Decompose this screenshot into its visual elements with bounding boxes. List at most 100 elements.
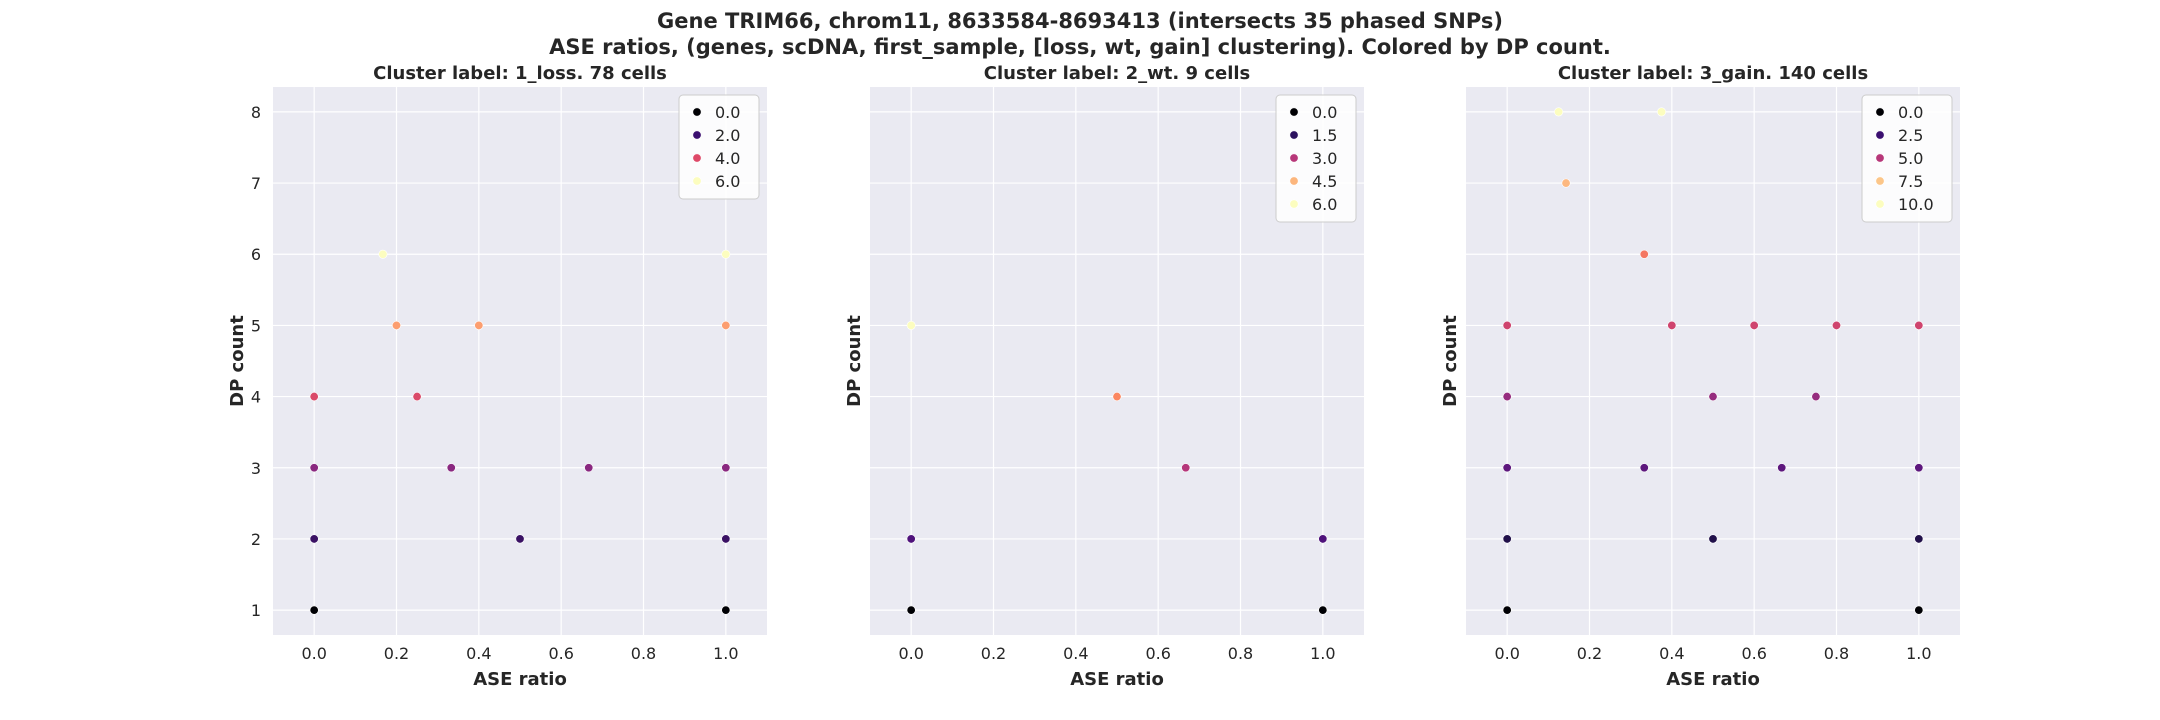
data-point (1318, 534, 1328, 544)
x-tick-label: 0.0 (898, 644, 923, 663)
legend-label: 4.0 (715, 149, 740, 168)
x-tick-label: 1.0 (1310, 644, 1335, 663)
legend-label: 0.0 (1312, 103, 1337, 122)
panel-title: Cluster label: 3_gain. 140 cells (1558, 63, 1868, 84)
x-axis-label: ASE ratio (1070, 669, 1164, 690)
figure-title: Gene TRIM66, chrom11, 8633584-8693413 (i… (0, 8, 2160, 60)
x-tick-label: 0.4 (1659, 644, 1684, 663)
x-tick-label: 0.0 (1494, 644, 1519, 663)
legend-label: 2.5 (1898, 126, 1923, 145)
data-point (1554, 107, 1564, 117)
data-point (1112, 392, 1122, 402)
scatter-panel-3: 0.0 0.2 0.4 0.6 0.8 1.0 Cluster label: 3_gain.… (1440, 63, 1960, 690)
figure-title-line-2: ASE ratios, (genes, scDNA, first_sample,… (549, 35, 1611, 59)
x-tick-label: 0.2 (384, 644, 409, 663)
data-point (309, 605, 319, 615)
data-point (584, 463, 594, 473)
data-point (1708, 534, 1718, 544)
data-point (474, 320, 484, 330)
legend-marker (692, 107, 702, 117)
x-tick-label: 0.6 (1741, 644, 1766, 663)
data-point (906, 320, 916, 330)
data-point (1318, 605, 1328, 615)
scatter-panel-1: 0.0 0.2 0.4 0.6 0.8 1.0 1 2 3 4 5 6 7 8 Cluster label:… (227, 63, 767, 690)
data-point (309, 534, 319, 544)
data-point (906, 534, 916, 544)
data-point (1181, 463, 1191, 473)
legend-label: 6.0 (715, 172, 740, 191)
legend-marker (692, 153, 702, 163)
y-axis-label: DP count (1440, 315, 1461, 407)
data-point (309, 463, 319, 473)
x-tick-label: 0.6 (1145, 644, 1170, 663)
data-point (1777, 463, 1787, 473)
data-point (1914, 463, 1924, 473)
legend-label: 0.0 (715, 103, 740, 122)
y-tick-label: 8 (251, 103, 261, 122)
legend-box (1861, 94, 1953, 223)
data-point (1502, 463, 1512, 473)
data-point (309, 392, 319, 402)
x-tick-label: 1.0 (1906, 644, 1931, 663)
legend-box (678, 94, 760, 200)
legend-label: 6.0 (1312, 195, 1337, 214)
legend-marker (1875, 107, 1885, 117)
data-point (412, 392, 422, 402)
y-tick-label: 5 (251, 316, 261, 335)
data-point (378, 249, 388, 259)
x-tick-label: 1.0 (713, 644, 738, 663)
data-point (721, 534, 731, 544)
data-point (906, 605, 916, 615)
y-tick-label: 4 (251, 388, 261, 407)
data-point (1502, 605, 1512, 615)
legend-marker (1289, 176, 1299, 186)
data-point (1639, 463, 1649, 473)
legend-label: 4.5 (1312, 172, 1337, 191)
x-tick-label: 0.6 (548, 644, 573, 663)
x-axis-label: ASE ratio (1666, 669, 1760, 690)
panel-title: Cluster label: 1_loss. 78 cells (373, 63, 667, 84)
legend-marker (1289, 153, 1299, 163)
legend-label: 1.5 (1312, 126, 1337, 145)
y-axis-label: DP count (227, 315, 248, 407)
legend-box (1275, 94, 1357, 223)
x-tick-label: 0.2 (1577, 644, 1602, 663)
legend-marker (1289, 107, 1299, 117)
y-tick-label: 6 (251, 245, 261, 264)
data-point (1561, 178, 1571, 188)
data-point (1502, 320, 1512, 330)
legend-marker (1875, 199, 1885, 209)
x-tick-label: 0.2 (981, 644, 1006, 663)
legend-marker (1289, 130, 1299, 140)
data-point (721, 320, 731, 330)
data-point (1832, 320, 1842, 330)
data-point (721, 249, 731, 259)
legend-marker (1875, 153, 1885, 163)
x-tick-label: 0.8 (1228, 644, 1253, 663)
legend-label: 3.0 (1312, 149, 1337, 168)
data-point (1708, 392, 1718, 402)
y-tick-label: 2 (251, 530, 261, 549)
y-tick-label: 3 (251, 459, 261, 478)
panel-title: Cluster label: 2_wt. 9 cells (984, 63, 1251, 84)
x-tick-label: 0.4 (466, 644, 491, 663)
data-point (515, 534, 525, 544)
scatter-panel-2: 0.0 0.2 0.4 0.6 0.8 1.0 Cluster label: 2_wt. 9… (844, 63, 1364, 690)
legend-label: 0.0 (1898, 103, 1923, 122)
legend-marker (692, 176, 702, 186)
data-point (1639, 249, 1649, 259)
x-tick-label: 0.8 (1824, 644, 1849, 663)
x-tick-label: 0.8 (631, 644, 656, 663)
data-point (1914, 605, 1924, 615)
y-axis-label: DP count (844, 315, 865, 407)
x-tick-label: 0.4 (1063, 644, 1088, 663)
data-point (1502, 392, 1512, 402)
data-point (1914, 534, 1924, 544)
data-point (1657, 107, 1667, 117)
data-point (721, 605, 731, 615)
legend-label: 7.5 (1898, 172, 1923, 191)
data-point (1667, 320, 1677, 330)
x-axis-label: ASE ratio (473, 669, 567, 690)
